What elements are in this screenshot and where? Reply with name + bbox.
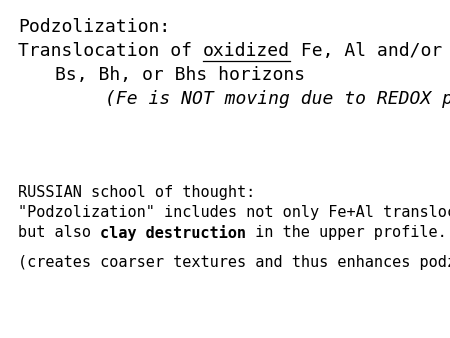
- Text: Translocation of: Translocation of: [18, 42, 203, 60]
- Text: in the upper profile.: in the upper profile.: [246, 225, 447, 240]
- Text: "Podzolization" includes not only Fe+Al translocation,: "Podzolization" includes not only Fe+Al …: [18, 205, 450, 220]
- Text: Fe, Al and/or humus to: Fe, Al and/or humus to: [290, 42, 450, 60]
- Text: (Fe is NOT moving due to REDOX processes): (Fe is NOT moving due to REDOX processes…: [105, 90, 450, 108]
- Text: Podzolization:: Podzolization:: [18, 18, 170, 36]
- Text: but also: but also: [18, 225, 100, 240]
- Text: Bs, Bh, or Bhs horizons: Bs, Bh, or Bhs horizons: [55, 66, 305, 84]
- Text: (creates coarser textures and thus enhances podzolization): (creates coarser textures and thus enhan…: [18, 255, 450, 270]
- Text: RUSSIAN school of thought:: RUSSIAN school of thought:: [18, 185, 255, 200]
- Text: oxidized: oxidized: [203, 42, 290, 60]
- Text: clay destruction: clay destruction: [100, 225, 246, 241]
